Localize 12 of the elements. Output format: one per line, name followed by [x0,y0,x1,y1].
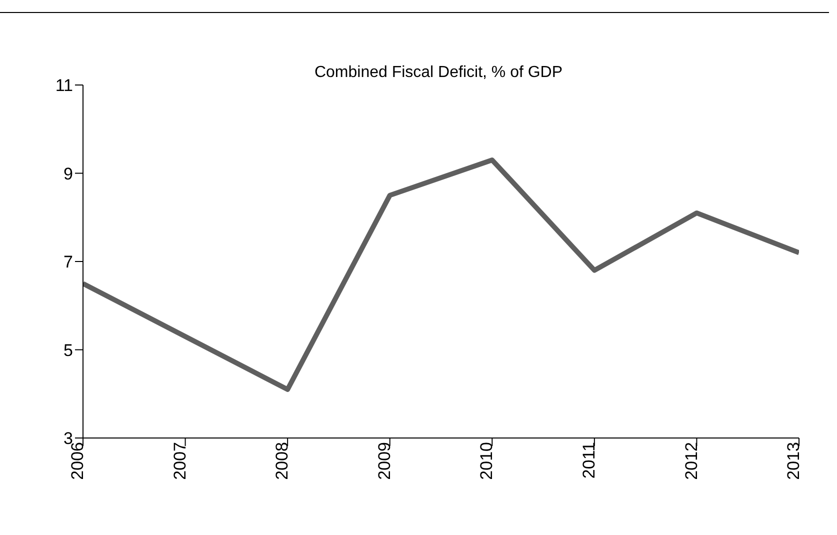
x-tick-label: 2009 [374,442,394,480]
x-tick-label: 2011 [580,442,598,479]
y-tick-label: 5 [64,340,73,360]
x-tick-label: 2010 [477,442,496,480]
x-tick-label: 2008 [272,442,292,480]
chart-title: Combined Fiscal Deficit, % of GDP [314,64,563,81]
y-tick-label: 11 [55,76,73,96]
x-tick-label: 2007 [170,442,190,480]
y-tick-label: 9 [64,164,73,184]
x-tick-label: 2012 [682,442,701,480]
y-tick-label: 7 [64,252,73,272]
x-tick-label: 2013 [784,442,804,480]
